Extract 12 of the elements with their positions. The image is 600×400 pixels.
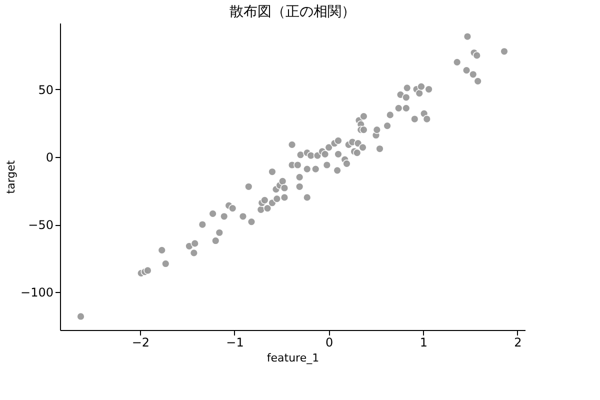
- x-tick-label: 2: [514, 336, 522, 350]
- y-tick-label: 0: [46, 150, 54, 164]
- y-tick-label: −50: [28, 218, 54, 232]
- y-axis-title: target: [4, 160, 18, 194]
- x-tick-label: 1: [420, 336, 428, 350]
- x-tick-label: −1: [226, 336, 244, 350]
- y-tick-label: −100: [20, 286, 54, 300]
- chart-title: 散布図（正の相関）: [230, 4, 356, 20]
- x-tick-label: −2: [132, 336, 150, 350]
- y-tick-label: 50: [38, 82, 54, 97]
- x-axis-title: feature_1: [266, 352, 320, 364]
- x-tick-label: 0: [325, 336, 334, 350]
